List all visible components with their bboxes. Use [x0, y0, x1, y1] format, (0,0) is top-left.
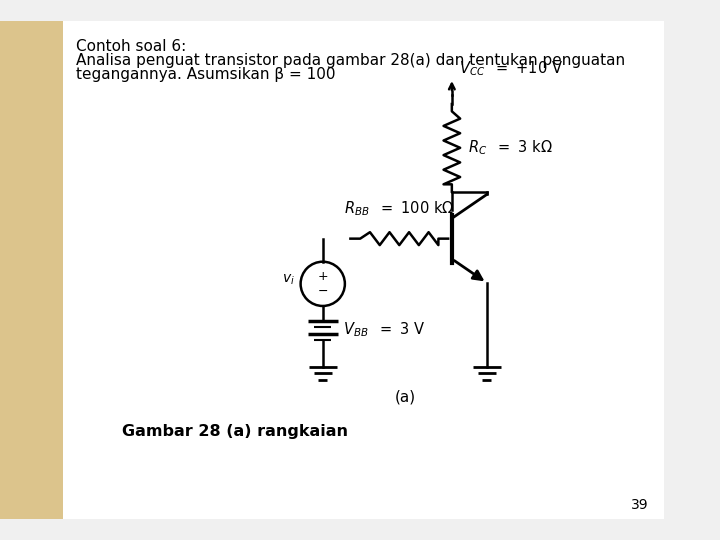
Text: +: +: [318, 270, 328, 283]
Text: tegangannya. Asumsikan β = 100: tegangannya. Asumsikan β = 100: [76, 67, 335, 82]
Text: Gambar 28 (a) rangkaian: Gambar 28 (a) rangkaian: [122, 424, 348, 439]
Text: Analisa penguat transistor pada gambar 28(a) dan tentukan penguatan: Analisa penguat transistor pada gambar 2…: [76, 53, 625, 68]
Text: (a): (a): [395, 390, 415, 405]
Text: Contoh soal 6:: Contoh soal 6:: [76, 39, 186, 55]
Text: $v_i$: $v_i$: [282, 273, 295, 287]
Text: $V_{CC}$  $=$ $+10$ V: $V_{CC}$ $=$ $+10$ V: [459, 59, 563, 78]
Text: −: −: [318, 285, 328, 298]
Bar: [0, 21, 63, 519]
Text: 39: 39: [631, 497, 648, 511]
Text: $V_{BB}$  $=$ 3 V: $V_{BB}$ $=$ 3 V: [343, 321, 426, 339]
Text: $R_C$  $=$ 3 k$\Omega$: $R_C$ $=$ 3 k$\Omega$: [469, 138, 553, 157]
Text: $R_{BB}$  $=$ 100 k$\Omega$: $R_{BB}$ $=$ 100 k$\Omega$: [344, 200, 454, 218]
